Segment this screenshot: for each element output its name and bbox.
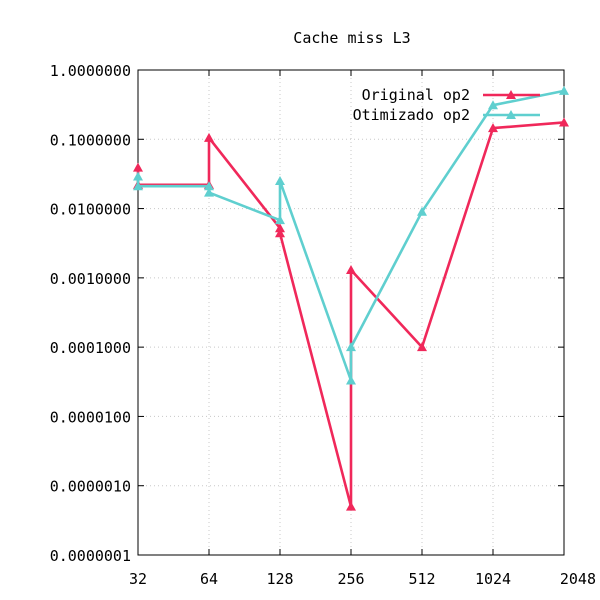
data-point <box>275 215 285 225</box>
legend-item: Original op2 <box>362 86 540 104</box>
legend-label: Original op2 <box>362 86 470 104</box>
y-tick-label: 1.0000000 <box>50 62 131 80</box>
x-tick-label: 128 <box>266 570 293 588</box>
data-point <box>559 117 569 127</box>
x-tick-label: 1024 <box>475 570 511 588</box>
legend-item: Otimizado op2 <box>353 106 540 124</box>
data-point <box>417 342 427 352</box>
x-tick-label: 512 <box>408 570 435 588</box>
x-tick-label: 256 <box>337 570 364 588</box>
legend-label: Otimizado op2 <box>353 106 470 124</box>
data-point <box>133 162 143 172</box>
data-point <box>204 181 214 191</box>
x-tick-label: 64 <box>200 570 218 588</box>
axis-ticks: 0.0000001 0.0000010 0.0000100 0.0001000 0.00… <box>50 62 596 588</box>
data-point <box>204 132 214 142</box>
series-layer <box>133 85 569 511</box>
y-tick-label: 0.0000001 <box>50 547 131 565</box>
data-point <box>559 85 569 95</box>
series-2 <box>133 85 569 385</box>
data-point <box>275 228 285 238</box>
data-point <box>275 175 285 185</box>
y-tick-label: 0.0010000 <box>50 270 131 288</box>
x-tick-label: 32 <box>129 570 147 588</box>
legend-marker <box>506 90 516 99</box>
legend-marker <box>506 110 516 119</box>
data-point <box>417 206 427 216</box>
data-point <box>346 375 356 385</box>
data-point <box>488 123 498 133</box>
data-point <box>275 223 285 233</box>
data-point <box>488 100 498 110</box>
x-tick-label: 2048 <box>560 570 596 588</box>
data-point <box>133 171 143 181</box>
legend: Original op2 Otimizado op2 <box>353 86 540 124</box>
data-point <box>346 501 356 511</box>
y-tick-label: 0.0000010 <box>50 478 131 496</box>
data-point <box>133 181 143 191</box>
data-point <box>346 264 356 274</box>
chart-title: Cache miss L3 <box>293 29 410 47</box>
y-tick-label: 0.1000000 <box>50 131 131 149</box>
y-tick-label: 0.0100000 <box>50 201 131 219</box>
y-tick-label: 0.0000100 <box>50 408 131 426</box>
data-point <box>346 342 356 352</box>
data-point <box>204 187 214 197</box>
y-tick-label: 0.0001000 <box>50 339 131 357</box>
